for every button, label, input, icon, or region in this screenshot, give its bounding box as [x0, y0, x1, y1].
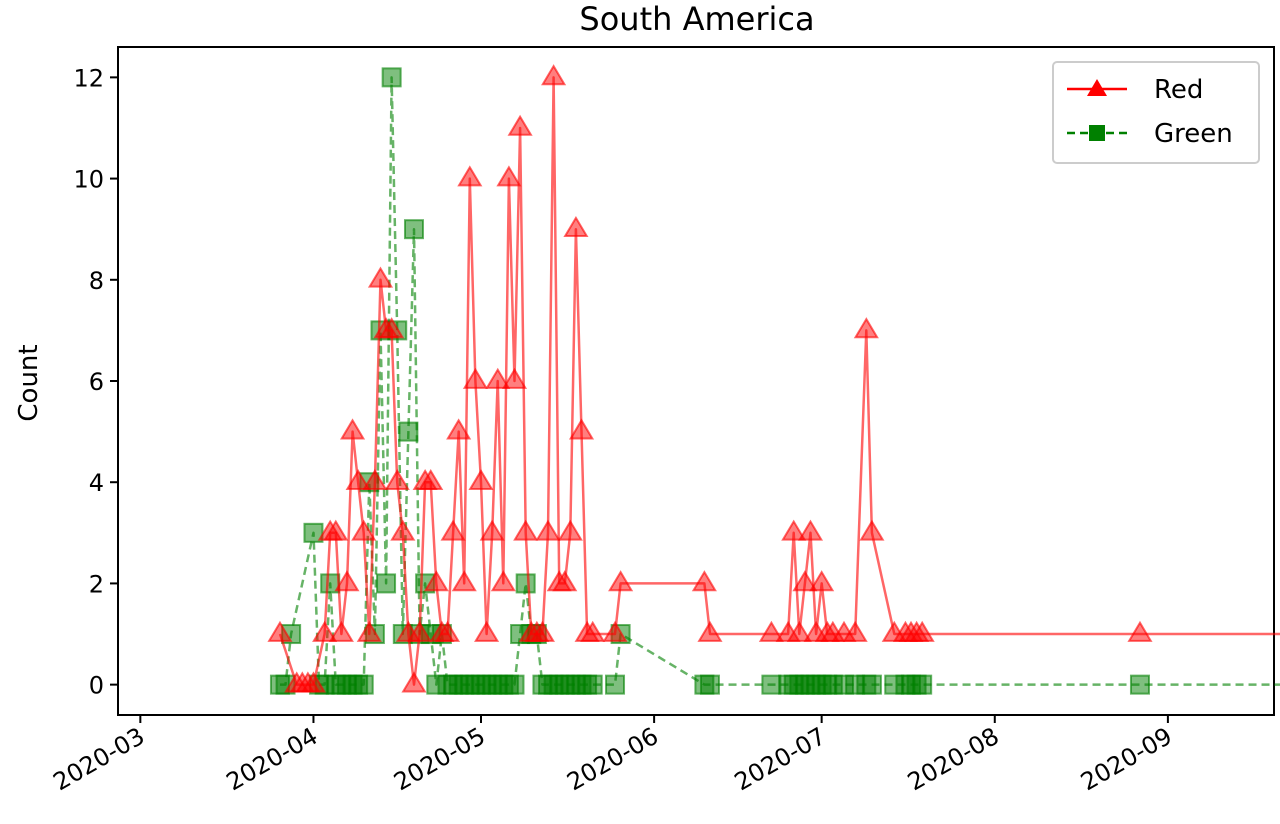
data-point-red [501, 367, 528, 389]
data-point-red [568, 418, 595, 440]
data-point-red [407, 620, 433, 642]
data-point-red [446, 418, 472, 440]
data-point-green [376, 573, 397, 594]
legend-marker-green [1089, 125, 1105, 141]
data-point-red [390, 519, 416, 541]
data-point-red [345, 468, 371, 491]
data-point-red [384, 468, 410, 491]
data-point-red [809, 570, 835, 592]
data-point-red [401, 671, 427, 693]
data-point-red [323, 519, 349, 541]
data-point-green [403, 219, 424, 240]
data-point-red [418, 468, 444, 491]
data-point-red [485, 367, 511, 389]
data-point-red [267, 620, 293, 642]
data-point-green [699, 674, 720, 695]
data-point-red [557, 519, 583, 541]
data-point-red [474, 620, 500, 642]
data-point-red [462, 367, 488, 389]
data-point-red [440, 519, 466, 541]
legend: Red Green [1052, 61, 1260, 164]
data-point-red [339, 418, 366, 440]
data-point-red [541, 64, 567, 86]
x-tick-label: 2020-04 [222, 722, 323, 796]
x-tick-label: 2020-05 [389, 722, 490, 796]
data-point-red [379, 317, 405, 339]
y-axis-label: Count [14, 344, 44, 421]
data-point-red [351, 519, 377, 541]
data-point-red [328, 620, 354, 642]
x-tick-label: 2020-09 [1076, 722, 1177, 796]
legend-marker-red [1087, 79, 1107, 96]
data-point-red [691, 570, 717, 592]
data-point-red [334, 570, 360, 592]
data-point-red [786, 620, 812, 642]
x-tick-label: 2020-07 [730, 722, 831, 796]
data-point-red [423, 570, 449, 592]
y-tick-label: 4 [89, 469, 104, 497]
data-point-red [367, 266, 394, 288]
data-point-red [842, 620, 868, 642]
legend-label-red: Red [1154, 75, 1203, 105]
data-point-red [580, 620, 606, 642]
data-point-red [479, 519, 505, 541]
data-point-red [853, 317, 879, 339]
series-line-green [280, 76, 1280, 686]
data-point-green [381, 67, 402, 88]
series-line-red [278, 76, 1280, 686]
data-point-red [513, 519, 539, 541]
data-point-green [515, 573, 536, 594]
data-point-red [362, 468, 388, 491]
data-point-red [608, 570, 634, 592]
data-point-green [861, 674, 882, 695]
data-point-red [859, 519, 885, 541]
data-point-green [605, 674, 626, 695]
x-tick-label: 2020-06 [562, 722, 663, 796]
data-point-red [496, 165, 522, 187]
data-point-green [582, 674, 603, 695]
data-point-green [1129, 674, 1150, 695]
y-tick-label: 12 [73, 64, 104, 92]
data-point-red [312, 620, 338, 642]
data-point-red [434, 620, 461, 642]
data-point-red [563, 215, 589, 238]
data-point-green [353, 674, 374, 695]
y-tick-label: 2 [89, 570, 104, 598]
data-point-red [490, 570, 516, 592]
data-point-red [507, 114, 533, 136]
y-tick-label: 0 [89, 672, 104, 700]
x-tick-label: 2020-08 [903, 722, 1004, 796]
data-point-red [535, 519, 561, 541]
data-point-red [792, 570, 818, 592]
x-tick-label: 2020-03 [48, 722, 149, 796]
data-point-red [529, 620, 555, 642]
data-point-green [398, 421, 419, 442]
plot-area: 0 2 4 6 8 10 12 2020-03 2020-04 2020-05 2020-06 202… [48, 46, 1280, 796]
series-red [267, 64, 1280, 693]
y-tick-label: 6 [89, 368, 104, 396]
data-point-red [451, 570, 477, 592]
data-point-red [300, 671, 327, 693]
data-point-green [912, 674, 933, 695]
data-point-green [504, 674, 525, 695]
data-point-red [909, 620, 935, 642]
data-point-red [602, 620, 628, 642]
data-point-green [761, 674, 782, 695]
legend-label-green: Green [1154, 119, 1233, 149]
data-point-red [1127, 620, 1153, 642]
data-point-red [758, 620, 784, 642]
data-point-red [781, 519, 807, 541]
data-point-red [697, 620, 723, 642]
y-tick-label: 8 [89, 267, 104, 295]
data-point-red [457, 165, 483, 187]
data-point-red [356, 620, 382, 642]
chart-title: South America [579, 0, 814, 38]
data-point-red [468, 468, 494, 491]
data-point-red [552, 570, 578, 592]
y-tick-label: 10 [73, 166, 104, 194]
data-point-red [797, 519, 824, 541]
